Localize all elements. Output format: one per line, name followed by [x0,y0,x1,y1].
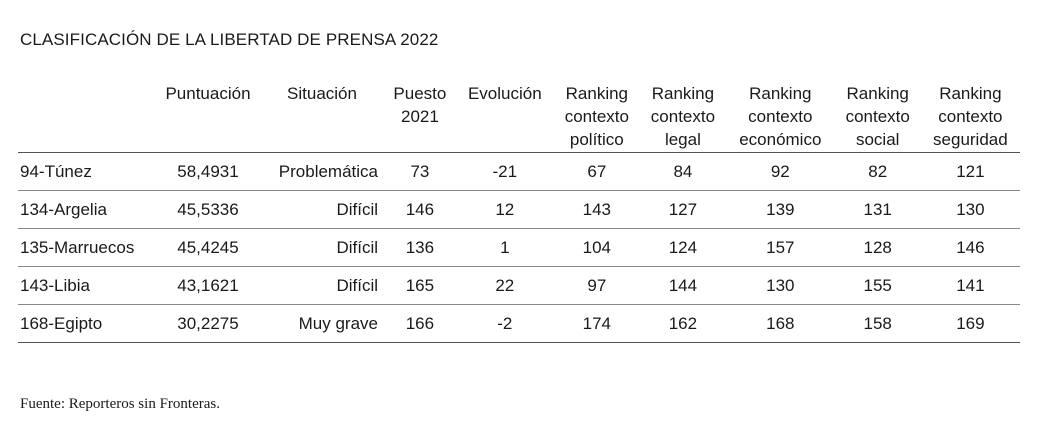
header-social-line1: Ranking [846,84,909,103]
cell-score: 30,2275 [177,313,239,333]
header-country [18,78,152,153]
header-economic-line2: contexto [748,107,813,126]
header-economic: Ranking contexto económico [726,78,835,153]
cell-social: 155 [863,275,892,295]
header-political: Ranking contexto político [554,78,640,153]
cell-country: 168-Egipto [20,313,103,333]
header-social-line2: contexto [845,107,910,126]
table-row: 168-Egipto 30,2275 Muy grave 166 -2 174 … [18,305,1020,343]
header-situation: Situación [287,84,357,103]
cell-country: 135-Marruecos [20,237,135,257]
cell-score: 58,4931 [177,161,239,181]
cell-previous-rank: 146 [405,199,435,219]
cell-economic: 157 [766,237,795,257]
header-evolution: Evolución [467,84,542,103]
cell-evolution: 22 [495,275,515,295]
cell-evolution: 1 [500,237,510,257]
cell-country: 134-Argelia [20,199,107,219]
cell-political: 143 [582,199,612,219]
header-political-line2: contexto [564,107,629,126]
cell-score: 43,1621 [177,275,239,295]
press-freedom-table: Puntuación Situación Puesto 2021 Evoluci… [18,78,1020,343]
header-security: Ranking contexto seguridad [921,78,1020,153]
header-score: Puntuación [165,84,251,103]
cell-security: 130 [956,199,985,219]
cell-economic: 168 [766,313,795,333]
header-security-line3: seguridad [933,130,1008,149]
header-social: Ranking contexto social [835,78,921,153]
cell-evolution: -2 [497,313,513,333]
cell-economic: 130 [766,275,795,295]
cell-social: 131 [863,199,892,219]
cell-security: 146 [956,237,985,257]
header-economic-line3: económico [739,130,822,149]
table-row: 94-Túnez 58,4931 Problemática 73 -21 67 … [18,153,1020,191]
header-legal-line2: contexto [650,107,716,126]
header-row: Puntuación Situación Puesto 2021 Evoluci… [18,78,1020,153]
cell-situation: Problemática [278,161,378,181]
header-previous-rank: Puesto 2021 [384,78,456,153]
cell-political: 174 [582,313,612,333]
table-title: CLASIFICACIÓN DE LA LIBERTAD DE PRENSA 2… [20,30,439,49]
header-legal-line1: Ranking [651,84,715,103]
header-legal-line3: legal [664,130,701,149]
header-political-line3: político [569,130,624,149]
cell-previous-rank: 166 [405,313,435,333]
cell-social: 128 [863,237,892,257]
header-social-line3: social [855,130,900,149]
table-row: 134-Argelia 45,5336 Difícil 146 12 143 1… [18,191,1020,229]
cell-political: 67 [587,161,607,181]
cell-situation: Difícil [336,237,378,257]
cell-political: 97 [587,275,607,295]
cell-legal: 84 [673,161,693,181]
header-security-line2: contexto [938,107,1003,126]
header-political-line1: Ranking [565,84,629,103]
header-legal: Ranking contexto legal [640,78,726,153]
cell-security: 141 [956,275,985,295]
table-row: 143-Libia 43,1621 Difícil 165 22 97 144 … [18,267,1020,305]
header-previous-rank-line2: 2021 [400,107,439,126]
cell-score: 45,4245 [177,237,239,257]
cell-legal: 124 [668,237,698,257]
cell-evolution: -21 [492,161,518,181]
cell-economic: 139 [766,199,795,219]
table-row: 135-Marruecos 45,4245 Difícil 136 1 104 … [18,229,1020,267]
cell-social: 82 [868,161,888,181]
cell-country: 143-Libia [20,275,90,295]
cell-previous-rank: 73 [410,161,430,181]
cell-evolution: 12 [495,199,515,219]
header-security-line1: Ranking [939,84,1002,103]
cell-score: 45,5336 [177,199,239,219]
cell-social: 158 [863,313,892,333]
cell-security: 169 [956,313,985,333]
cell-previous-rank: 136 [405,237,435,257]
cell-situation: Difícil [336,199,378,219]
cell-legal: 144 [668,275,698,295]
cell-security: 121 [956,161,985,181]
cell-economic: 92 [770,161,790,181]
header-economic-line1: Ranking [749,84,812,103]
cell-situation: Difícil [336,275,378,295]
source-note: Fuente: Reporteros sin Fronteras. [20,396,220,412]
header-previous-rank-line1: Puesto [393,84,447,103]
cell-previous-rank: 165 [405,275,435,295]
cell-political: 104 [582,237,612,257]
cell-legal: 127 [668,199,698,219]
cell-situation: Muy grave [298,313,378,333]
cell-legal: 162 [668,313,698,333]
cell-country: 94-Túnez [20,161,92,181]
